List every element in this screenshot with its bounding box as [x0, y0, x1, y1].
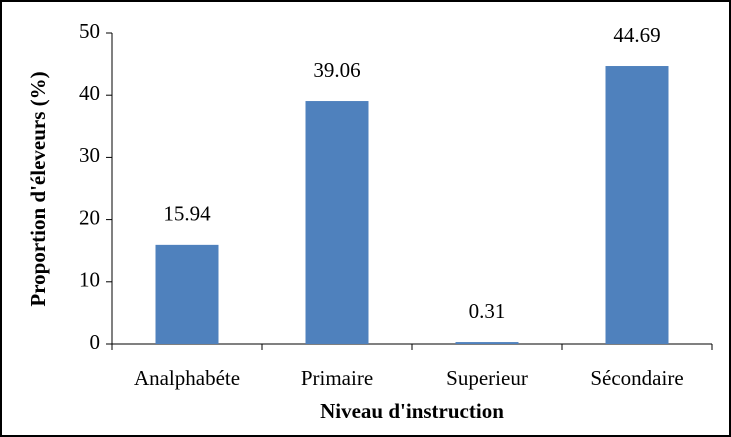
- bar: [305, 101, 369, 344]
- x-tick-label: Superieur: [446, 366, 528, 390]
- data-label: 39.06: [313, 58, 360, 82]
- bar: [605, 66, 669, 344]
- bar: [155, 244, 219, 344]
- x-axis-label: Niveau d'instruction: [320, 399, 504, 423]
- y-tick-label: 50: [79, 19, 100, 43]
- y-tick-label: 40: [79, 81, 100, 105]
- y-tick-label: 10: [79, 268, 100, 292]
- y-tick-label: 0: [90, 330, 101, 354]
- y-tick-label: 30: [79, 143, 100, 167]
- bar: [455, 342, 519, 344]
- x-tick-label: Sécondaire: [590, 366, 683, 390]
- y-tick-label: 20: [79, 205, 100, 229]
- x-tick-label: Analphabéte: [134, 366, 240, 390]
- x-tick-label: Primaire: [301, 366, 373, 390]
- data-label: 44.69: [613, 23, 660, 47]
- data-label: 15.94: [163, 202, 211, 226]
- data-label: 0.31: [469, 299, 506, 323]
- y-axis-label: Proportion d'éleveurs (%): [26, 71, 50, 306]
